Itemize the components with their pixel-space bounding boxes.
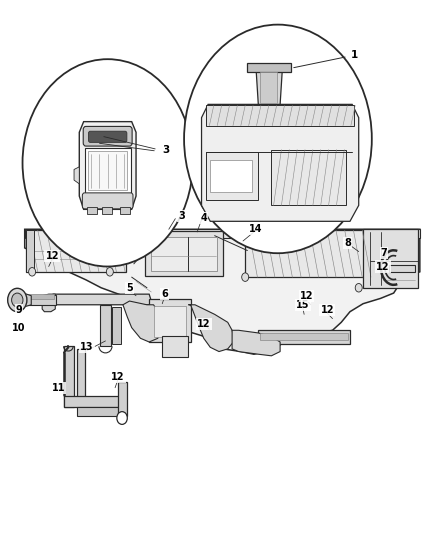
FancyBboxPatch shape	[82, 193, 133, 209]
Bar	[258, 330, 350, 344]
Polygon shape	[25, 229, 420, 238]
Circle shape	[12, 293, 23, 307]
Circle shape	[117, 411, 127, 424]
Text: 8: 8	[344, 238, 351, 247]
Bar	[64, 346, 74, 407]
Bar	[23, 294, 54, 300]
Text: 11: 11	[52, 383, 65, 393]
Text: 6: 6	[161, 289, 168, 299]
Polygon shape	[201, 104, 359, 221]
Circle shape	[355, 284, 362, 292]
Bar	[120, 207, 130, 214]
Text: 12: 12	[197, 319, 211, 329]
Text: 10: 10	[12, 322, 26, 333]
Bar	[112, 308, 121, 344]
Text: 9: 9	[16, 305, 22, 315]
Bar	[245, 230, 370, 277]
FancyBboxPatch shape	[83, 126, 132, 146]
Text: 13: 13	[81, 342, 94, 352]
Bar	[389, 265, 416, 272]
Polygon shape	[25, 229, 420, 354]
Polygon shape	[74, 167, 79, 184]
Bar	[118, 382, 127, 416]
Bar	[77, 407, 123, 416]
Bar	[272, 150, 346, 205]
Text: 12: 12	[46, 251, 59, 261]
Circle shape	[242, 273, 249, 281]
Text: 3: 3	[179, 211, 185, 221]
Text: 3: 3	[162, 144, 170, 155]
Bar	[247, 63, 291, 72]
Bar	[23, 295, 56, 305]
Text: 12: 12	[376, 262, 389, 271]
Text: 5: 5	[126, 283, 133, 293]
Bar	[87, 207, 97, 214]
Bar	[77, 349, 85, 402]
Text: 7: 7	[381, 248, 388, 258]
Bar	[363, 229, 418, 288]
Polygon shape	[42, 294, 55, 312]
Bar	[64, 395, 124, 407]
Bar	[210, 160, 252, 192]
Bar	[88, 151, 127, 190]
Bar	[151, 237, 217, 271]
Bar	[100, 305, 111, 346]
Circle shape	[22, 59, 193, 266]
Polygon shape	[232, 330, 280, 356]
Bar	[153, 306, 186, 337]
Text: 12: 12	[300, 290, 313, 301]
Polygon shape	[49, 294, 151, 305]
Polygon shape	[123, 301, 161, 342]
FancyBboxPatch shape	[88, 131, 127, 142]
Bar	[149, 300, 191, 342]
Text: 1: 1	[351, 51, 359, 60]
Circle shape	[106, 268, 113, 276]
Bar	[261, 334, 348, 340]
Bar	[26, 230, 127, 272]
Bar	[206, 106, 354, 126]
Bar	[26, 230, 34, 272]
Text: 14: 14	[249, 224, 263, 235]
Bar	[260, 72, 277, 103]
Bar	[206, 152, 258, 200]
Bar	[85, 148, 131, 193]
Circle shape	[8, 288, 27, 312]
Text: 12: 12	[111, 372, 124, 382]
Circle shape	[28, 268, 35, 276]
Polygon shape	[79, 122, 136, 209]
Polygon shape	[256, 70, 283, 104]
Bar	[145, 231, 223, 276]
Text: 12: 12	[321, 305, 334, 315]
Circle shape	[184, 25, 372, 253]
Bar	[162, 336, 188, 357]
Text: 15: 15	[296, 300, 310, 310]
Bar	[102, 207, 112, 214]
Polygon shape	[188, 305, 234, 352]
Polygon shape	[20, 292, 31, 308]
Text: 4: 4	[200, 213, 207, 223]
